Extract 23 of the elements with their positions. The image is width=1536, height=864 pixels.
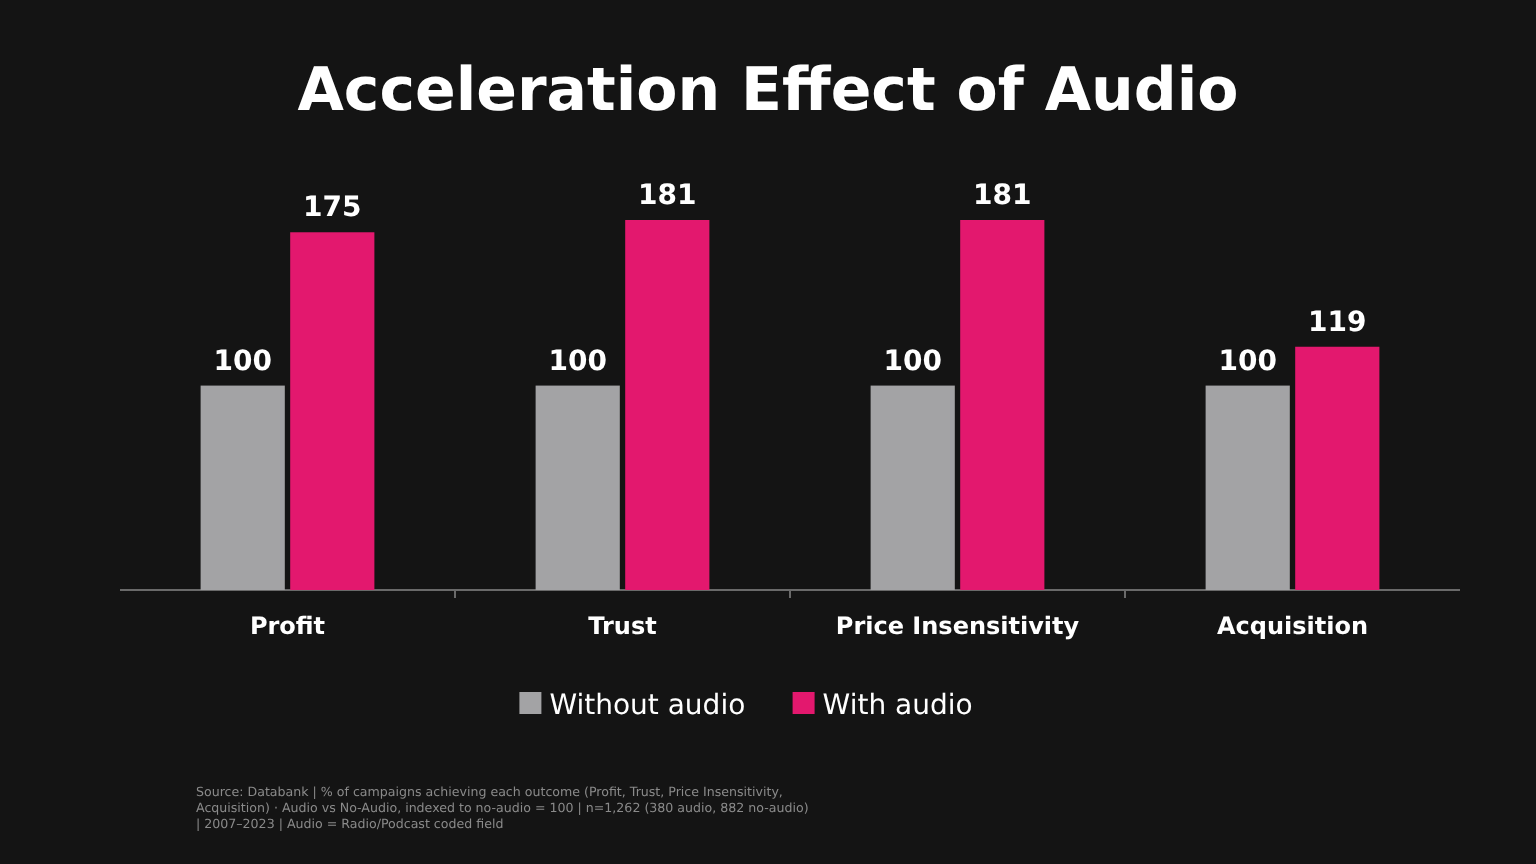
x-tick-label: Profit <box>249 612 326 640</box>
bar <box>1205 385 1290 590</box>
bar <box>200 385 285 590</box>
legend-label: With audio <box>822 690 973 722</box>
bar <box>290 232 375 590</box>
data-label: 181 <box>973 180 1032 212</box>
x-tick-label: Acquisition <box>1216 612 1369 640</box>
data-label: 175 <box>303 192 362 225</box>
data-label: 119 <box>1308 306 1367 339</box>
data-label: 100 <box>1218 345 1278 378</box>
data-label: 181 <box>638 180 697 212</box>
bar <box>960 220 1045 590</box>
chart-title: Acceleration Effect of Audio <box>297 56 1239 126</box>
bar <box>870 385 955 590</box>
data-label: 100 <box>883 345 943 378</box>
bar <box>625 220 710 590</box>
x-tick-label: Price Insensitivity <box>835 612 1080 640</box>
x-tick-label: Trust <box>588 612 658 640</box>
bar <box>535 385 620 590</box>
bar <box>1295 346 1380 590</box>
data-label: 100 <box>548 345 608 378</box>
data-label: 100 <box>213 345 273 378</box>
legend-label: Without audio <box>549 690 746 722</box>
